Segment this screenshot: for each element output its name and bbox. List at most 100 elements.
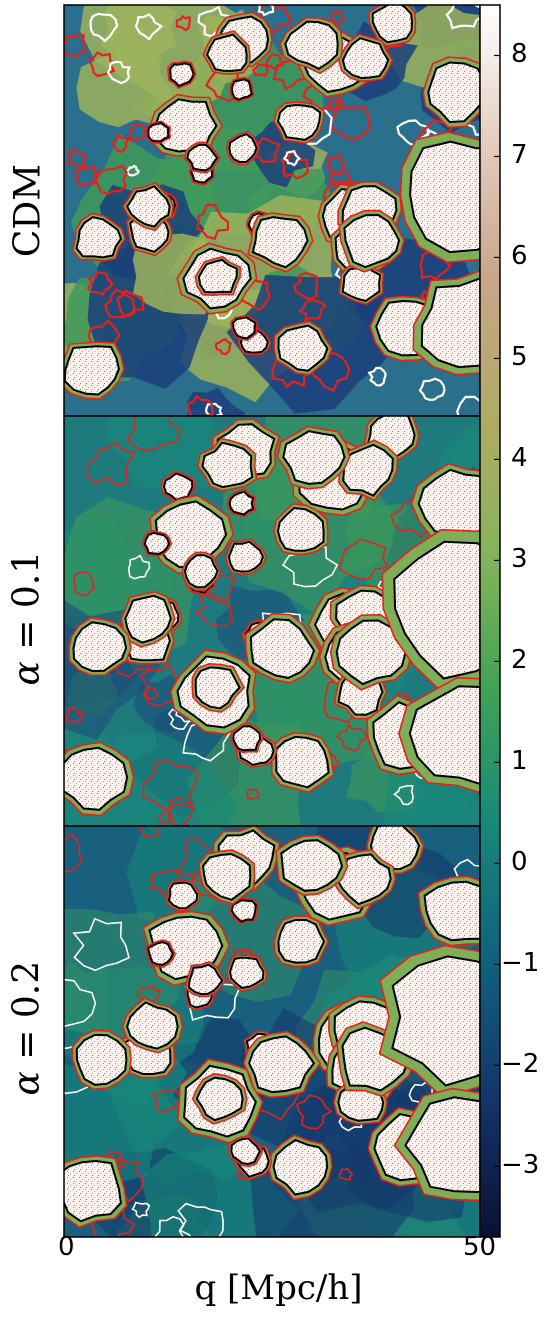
- halo-core: [228, 133, 258, 164]
- halo-core: [274, 735, 330, 789]
- halo-core: [276, 506, 325, 552]
- halo-core: [227, 540, 264, 573]
- x-tick-label-0: 0: [58, 1232, 75, 1262]
- red-contour: [266, 53, 284, 71]
- halo-core: [229, 956, 265, 989]
- halo-core: [202, 852, 252, 901]
- red-contour: [167, 797, 194, 826]
- white-contour: [456, 395, 480, 416]
- white-contour: [257, 5, 275, 17]
- halo-core: [420, 277, 480, 369]
- red-contour: [64, 34, 87, 58]
- red-contour: [186, 394, 214, 416]
- colorbar-tick-label: 3: [511, 544, 528, 575]
- red-contour: [64, 832, 84, 873]
- red-contour: [139, 826, 160, 838]
- red-contour: [175, 14, 191, 32]
- halo-core: [230, 78, 253, 101]
- halo-core: [408, 685, 480, 786]
- halo-core: [230, 899, 257, 923]
- halo-core: [391, 955, 480, 1087]
- halo-core: [404, 1096, 480, 1194]
- red-contour: [128, 122, 148, 142]
- colorbar-tick-label: 4: [511, 443, 528, 474]
- colorbar-tick-label: 8: [511, 39, 528, 70]
- halo-core: [75, 1033, 128, 1086]
- halo-core: [143, 531, 170, 555]
- colorbar-tick-label: −3: [501, 1150, 540, 1181]
- colorbar-tick-label: 0: [511, 847, 528, 878]
- panel-0: [63, 4, 481, 417]
- halo-core: [272, 1138, 329, 1196]
- halo-core: [75, 216, 123, 259]
- halo-core: [167, 881, 199, 910]
- density-patch: [105, 416, 228, 493]
- white-contour: [367, 366, 387, 387]
- halo-core: [228, 490, 255, 516]
- white-contour: [127, 554, 151, 580]
- halo-core: [195, 1076, 244, 1122]
- halo-core: [251, 216, 309, 269]
- red-contour: [158, 810, 174, 825]
- white-contour: [204, 402, 224, 416]
- colorbar-tick-label: −1: [501, 948, 540, 979]
- white-contour: [393, 784, 414, 806]
- red-contour: [195, 593, 234, 627]
- white-contour: [106, 60, 131, 85]
- red-contour: [335, 723, 368, 752]
- halo-core: [146, 941, 174, 966]
- red-contour: [338, 538, 389, 580]
- red-contour: [151, 1088, 181, 1113]
- red-contour: [330, 8, 346, 26]
- white-contour: [134, 13, 164, 41]
- red-contour: [93, 164, 128, 195]
- halo-core: [183, 554, 219, 589]
- colorbar: [480, 5, 500, 1237]
- red-contour: [246, 788, 260, 801]
- halo-core: [205, 33, 248, 72]
- white-contour: [64, 978, 97, 1028]
- halo-core: [64, 1159, 122, 1223]
- white-contour: [282, 149, 301, 167]
- red-contour: [297, 298, 327, 322]
- halo-core: [427, 61, 480, 124]
- halo-core: [126, 1001, 179, 1050]
- white-contour: [445, 5, 480, 30]
- red-contour: [195, 203, 230, 241]
- halo-core: [343, 213, 401, 269]
- white-contour: [177, 1202, 224, 1237]
- panel-label-cdm: CDM: [7, 163, 49, 258]
- white-contour: [153, 1215, 185, 1237]
- x-axis-label: q [Mpc/h]: [194, 1268, 363, 1308]
- panel-2: [63, 825, 481, 1238]
- halo-core: [276, 103, 322, 141]
- white-contour: [72, 917, 130, 972]
- white-contour: [89, 12, 119, 43]
- halo-core: [72, 621, 128, 673]
- white-contour: [131, 1201, 151, 1219]
- halo-core: [230, 1137, 261, 1166]
- halo-core: [409, 140, 480, 254]
- halo-core: [124, 594, 172, 644]
- halo-core: [187, 963, 224, 996]
- red-contour: [72, 570, 96, 597]
- panel-label-alpha-0-1: α = 0.1: [6, 550, 48, 686]
- panel-label-alpha-0-2: α = 0.2: [6, 960, 48, 1096]
- red-contour: [252, 62, 269, 77]
- red-contour: [126, 416, 182, 452]
- white-contour: [418, 377, 446, 402]
- colorbar-tick-label: 2: [511, 645, 528, 676]
- red-contour: [214, 338, 233, 356]
- halo-core: [201, 441, 254, 489]
- red-contour: [65, 707, 85, 724]
- red-contour: [326, 152, 346, 175]
- halo-core: [284, 20, 339, 70]
- red-contour: [296, 1094, 333, 1130]
- panel-1: [63, 415, 481, 827]
- halo-core: [249, 618, 316, 679]
- halo-core: [232, 316, 257, 340]
- halo-core: [64, 746, 129, 811]
- halo-core: [280, 839, 344, 892]
- red-contour: [116, 289, 145, 318]
